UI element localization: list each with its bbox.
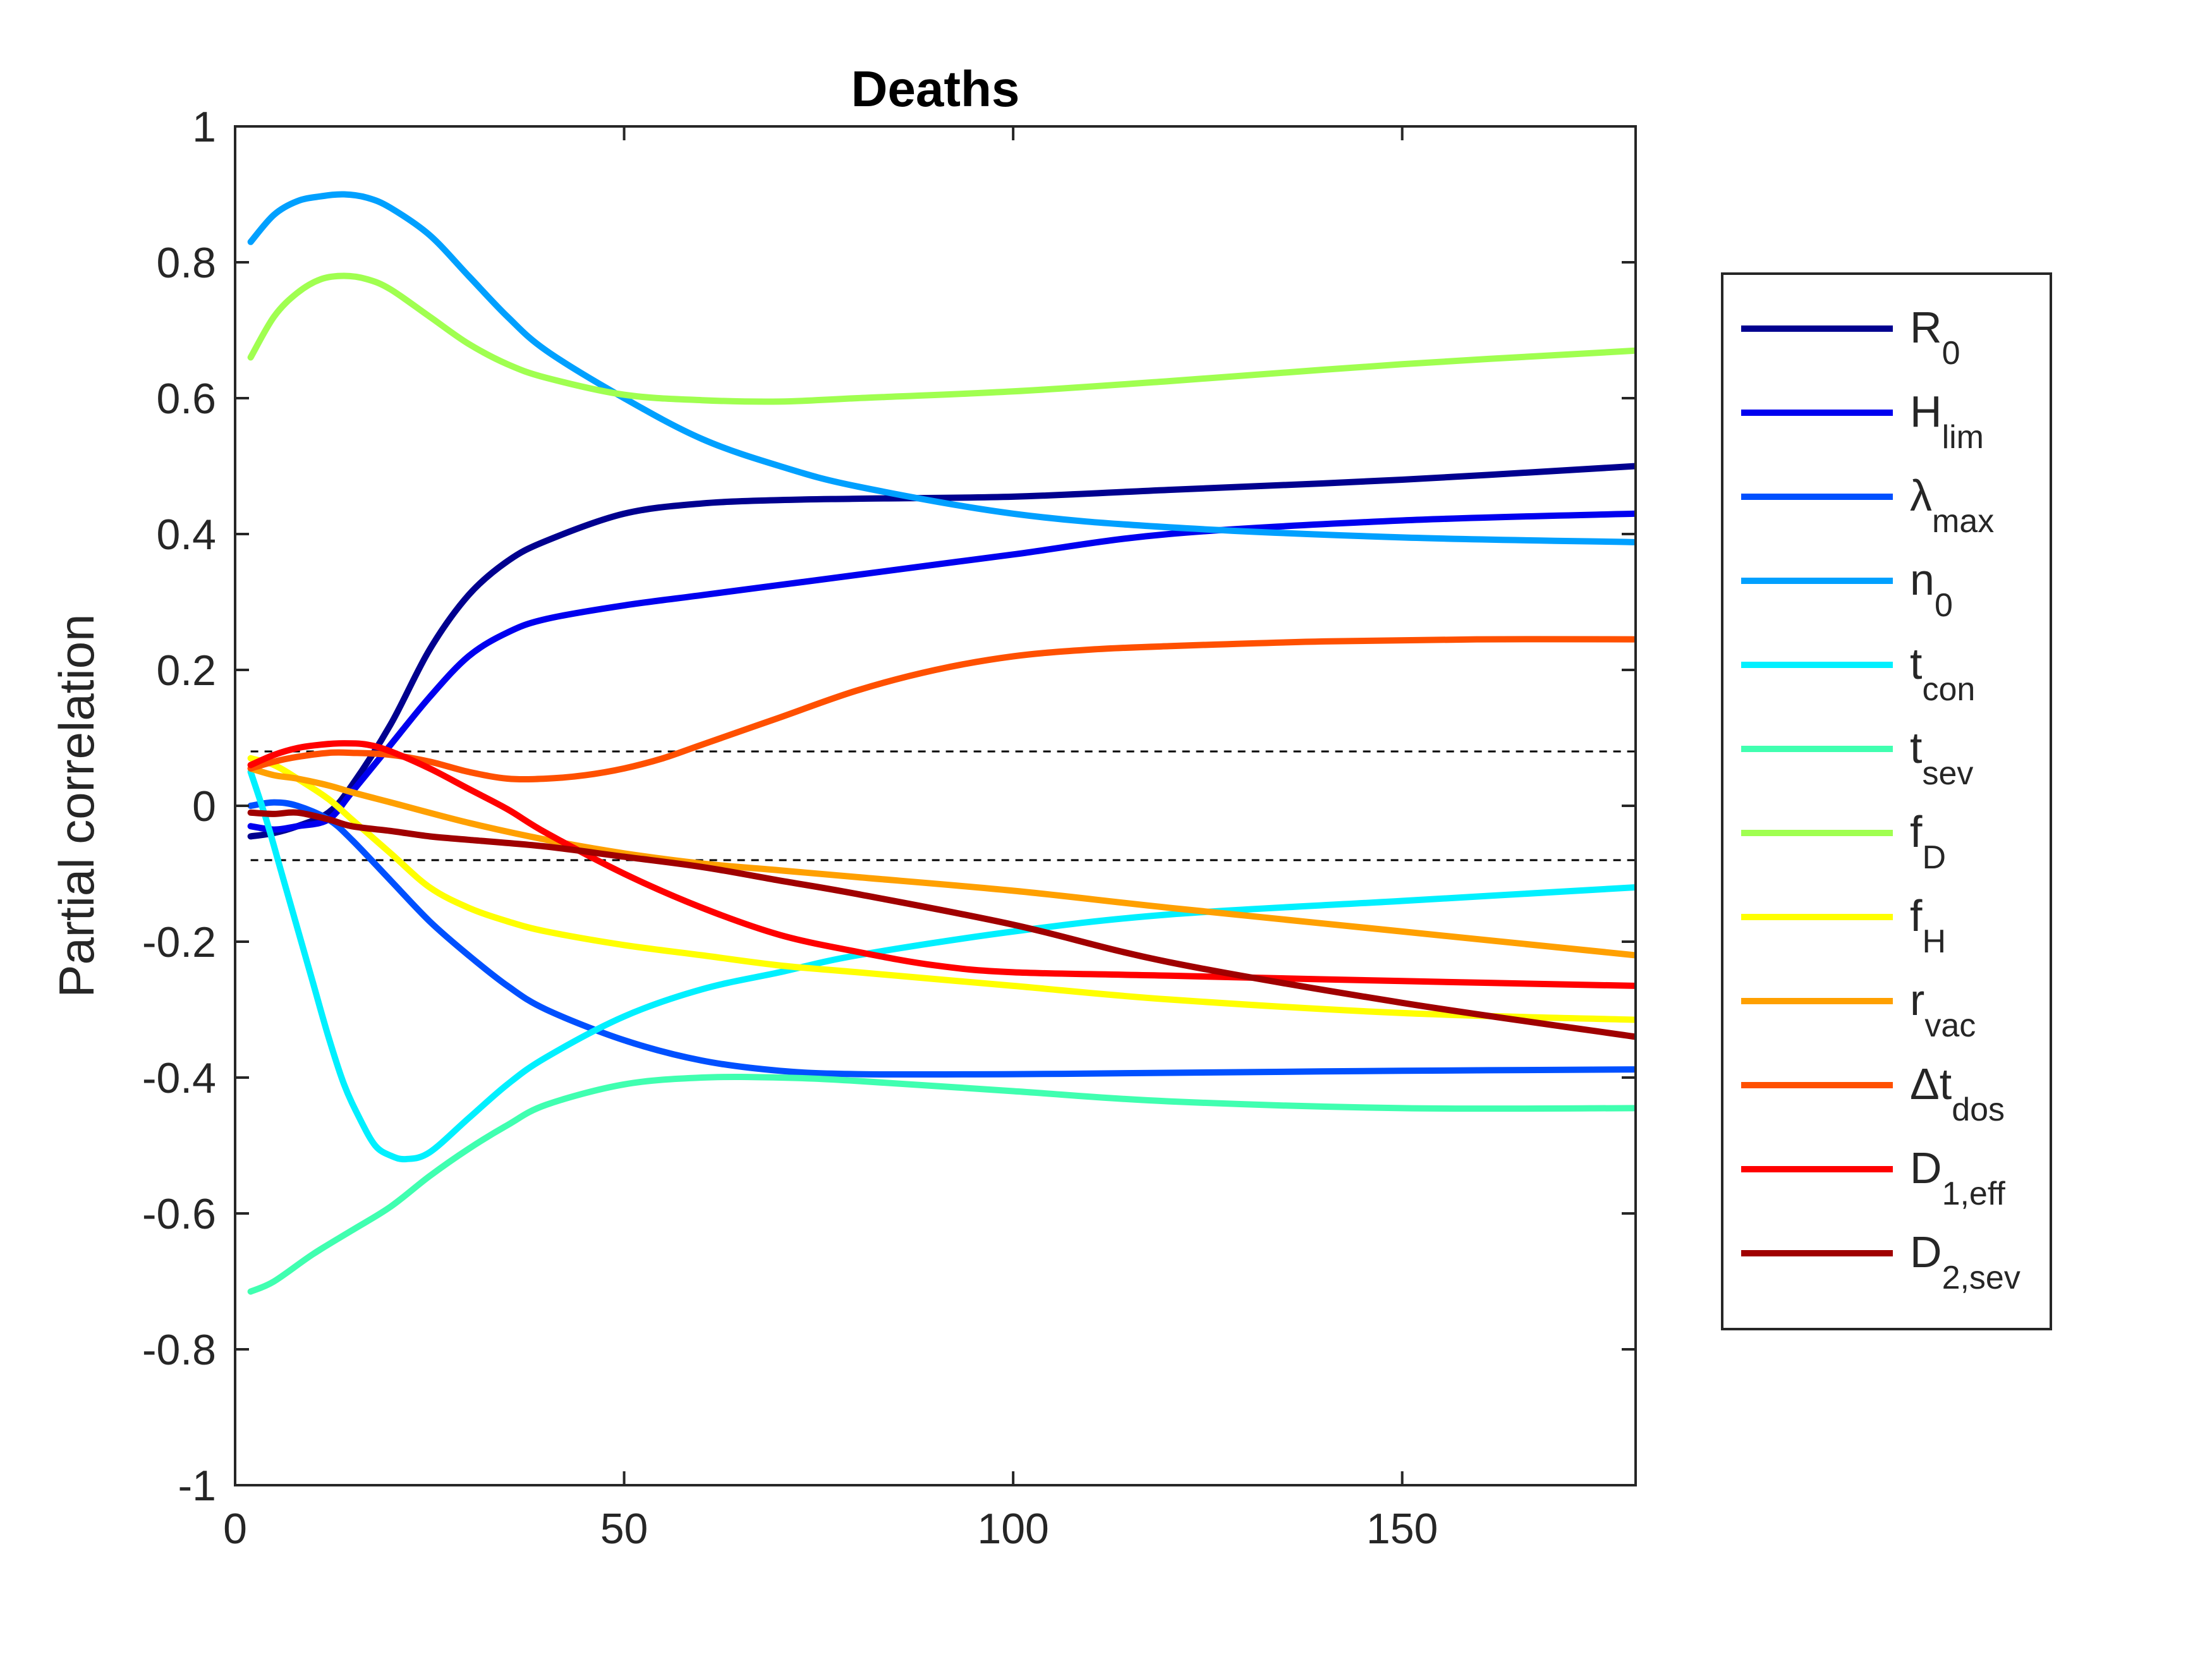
y-tick-label: -0.4 <box>142 1054 216 1102</box>
y-tick-label: 0.4 <box>156 511 216 559</box>
legend-box <box>1721 272 2052 1330</box>
x-tick-label: 0 <box>223 1505 247 1553</box>
series-line-6 <box>247 272 1636 405</box>
y-tick-label: 1 <box>192 103 216 151</box>
series-line-4 <box>247 769 1636 1163</box>
series-line-8 <box>247 765 1636 959</box>
y-axis-label: Partial correlation <box>49 614 104 998</box>
chart-title: Deaths <box>851 61 1020 117</box>
y-tick-label: -1 <box>178 1462 216 1510</box>
plot-area <box>234 125 1637 1486</box>
y-tick-label: -0.8 <box>142 1326 216 1374</box>
series-line-7 <box>247 755 1636 1023</box>
x-tick-label: 150 <box>1366 1505 1438 1553</box>
series-line-5 <box>247 1073 1636 1295</box>
series-line-0 <box>247 463 1636 840</box>
series-line-3 <box>247 191 1636 545</box>
x-tick-label: 50 <box>600 1505 648 1553</box>
series-line-9 <box>247 636 1636 783</box>
y-axis: -1 -0.8 -0.6 -0.4 -0.2 0 0.2 0.4 0.6 0.8 1 <box>142 103 1636 1510</box>
y-tick-label: -0.2 <box>142 918 216 966</box>
y-tick-label: 0.8 <box>156 239 216 287</box>
y-tick-label: -0.6 <box>142 1190 216 1238</box>
x-tick-label: 100 <box>977 1505 1048 1553</box>
series-lines <box>247 191 1636 1295</box>
series-line-11 <box>247 809 1636 1040</box>
y-tick-label: 0 <box>192 782 216 830</box>
y-tick-label: 0.2 <box>156 647 216 695</box>
y-tick-label: 0.6 <box>156 375 216 423</box>
series-line-10 <box>247 740 1636 989</box>
series-line-2 <box>247 799 1636 1078</box>
reference-lines <box>250 750 1636 861</box>
legend: R0Hlimλmaxn0tcontsevfDfHrvacΔtdosD1,effD… <box>1721 272 2052 1330</box>
x-axis: 0 50 100 150 <box>223 126 1438 1553</box>
